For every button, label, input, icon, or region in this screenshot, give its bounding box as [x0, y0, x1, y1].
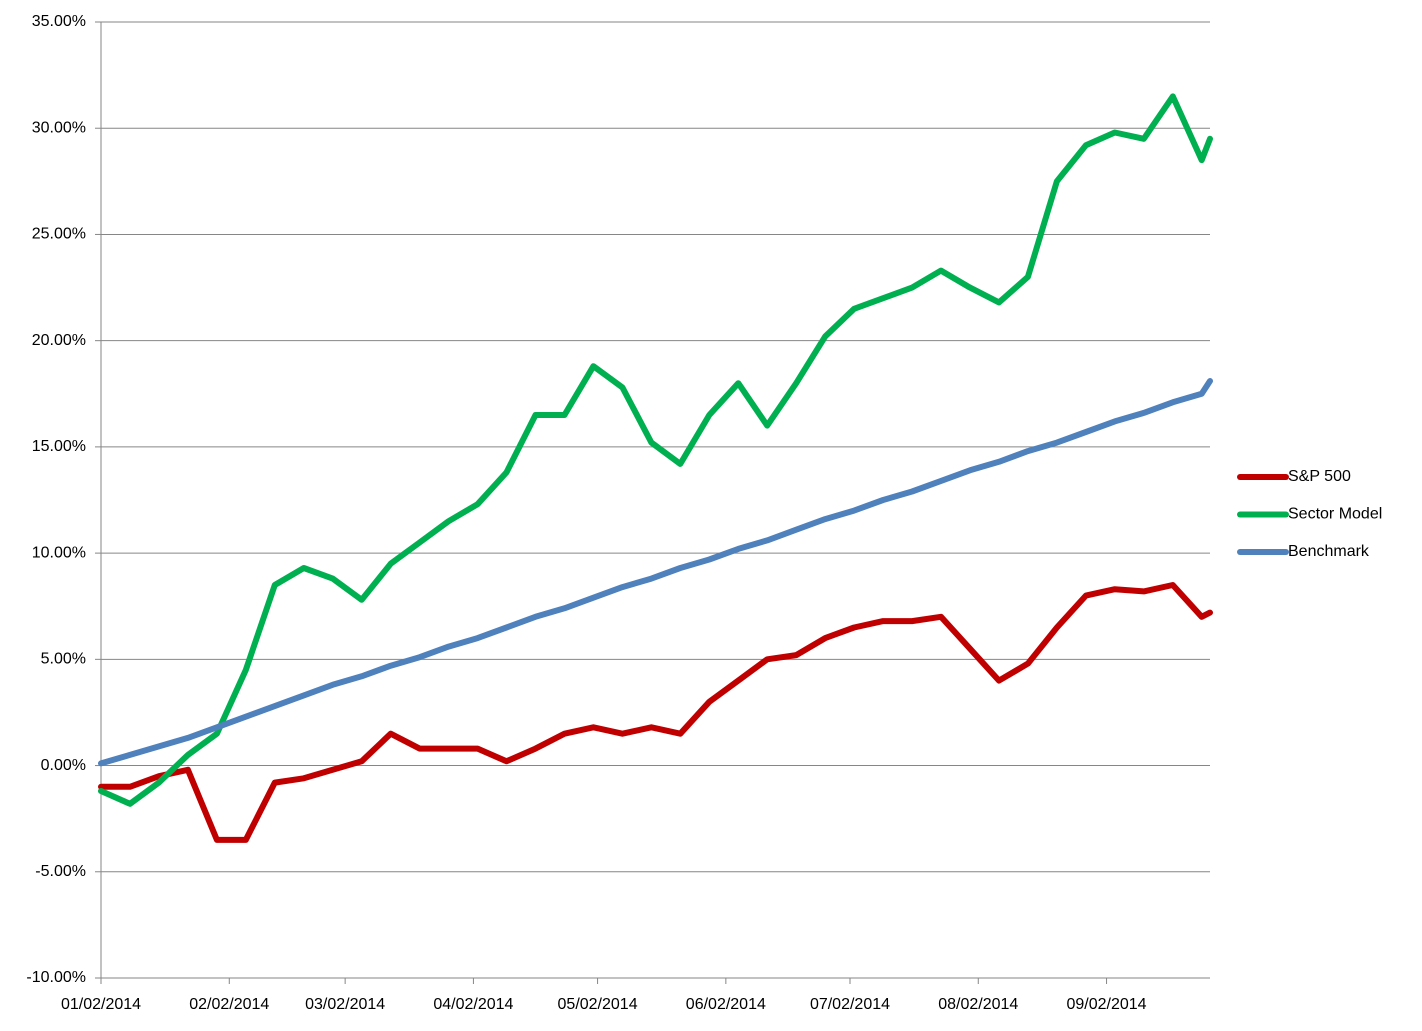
x-tick-label: 01/02/2014 — [61, 996, 141, 1013]
x-tick-label: 08/02/2014 — [938, 996, 1018, 1013]
y-tick-label: -10.00% — [26, 969, 86, 986]
y-tick-label: 20.00% — [32, 332, 86, 349]
y-tick-label: 15.00% — [32, 438, 86, 455]
x-tick-label: 07/02/2014 — [810, 996, 890, 1013]
x-tick-label: 03/02/2014 — [305, 996, 385, 1013]
y-tick-label: -5.00% — [35, 863, 86, 880]
x-tick-label: 04/02/2014 — [433, 996, 513, 1013]
y-tick-label: 25.00% — [32, 226, 86, 243]
legend-label: Sector Model — [1288, 506, 1382, 523]
legend-label: Benchmark — [1288, 543, 1370, 560]
y-tick-label: 0.00% — [41, 757, 86, 774]
x-tick-label: 02/02/2014 — [189, 996, 269, 1013]
x-tick-label: 05/02/2014 — [558, 996, 638, 1013]
x-tick-label: 06/02/2014 — [686, 996, 766, 1013]
series-line — [98, 582, 1213, 843]
y-tick-label: 30.00% — [32, 119, 86, 136]
series-line — [98, 378, 1213, 767]
legend-label: S&P 500 — [1288, 468, 1351, 485]
y-tick-label: 10.00% — [32, 544, 86, 561]
y-tick-label: 35.00% — [32, 13, 86, 30]
y-tick-label: 5.00% — [41, 651, 86, 668]
series-line — [98, 93, 1213, 807]
x-tick-label: 09/02/2014 — [1067, 996, 1147, 1013]
